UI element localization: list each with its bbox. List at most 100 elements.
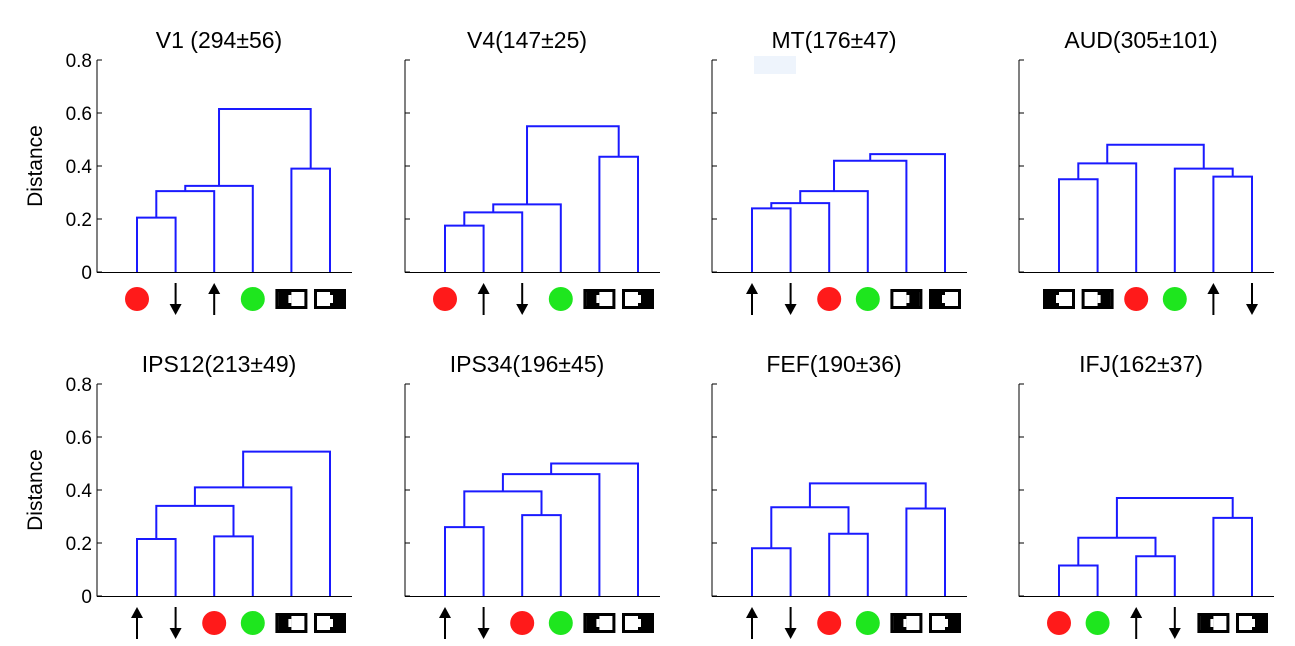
dendrogram-link bbox=[521, 514, 562, 596]
dendrogram-link bbox=[905, 507, 946, 596]
y-tick-label: 0.4 bbox=[66, 157, 93, 178]
up-arrow-icon bbox=[1130, 607, 1143, 639]
black-white-square-icon bbox=[275, 613, 308, 633]
panel-title: IPS34(196±45) bbox=[450, 351, 605, 377]
red-circle-icon bbox=[817, 287, 842, 311]
dendrogram-link bbox=[463, 490, 543, 528]
dendrogram-link bbox=[193, 486, 293, 596]
y-axis-label: Distance bbox=[24, 125, 47, 207]
red-circle-icon bbox=[433, 287, 457, 311]
down-arrow-icon bbox=[169, 283, 182, 315]
up-arrow-icon bbox=[131, 607, 143, 639]
dendrogram-link bbox=[492, 203, 562, 272]
green-circle-icon bbox=[1162, 287, 1187, 311]
black-white-square-icon bbox=[890, 613, 923, 633]
dendrogram-link bbox=[1115, 496, 1234, 538]
dendrogram-panel-5: IPS12(213±49) 0 0.2 0.4 0.6 0.8 Distance bbox=[24, 351, 352, 639]
up-arrow-icon bbox=[477, 283, 490, 315]
dendrogram-panel-3: MT(176±47) bbox=[711, 27, 967, 315]
dendrogram-link bbox=[751, 547, 792, 596]
dendrogram-link bbox=[213, 535, 254, 596]
green-circle-icon bbox=[855, 611, 880, 635]
dendrogram-link bbox=[242, 450, 331, 596]
white-black-square-icon bbox=[890, 289, 923, 309]
panel-title: AUD(305±101) bbox=[1064, 27, 1217, 53]
dendrogram-link bbox=[770, 202, 831, 272]
up-arrow-icon bbox=[746, 607, 758, 639]
dendrogram-panel-2: V4(147±25) bbox=[404, 27, 660, 315]
red-circle-icon bbox=[817, 611, 842, 635]
dendrogram-link bbox=[184, 184, 254, 272]
down-arrow-icon bbox=[784, 607, 797, 639]
y-tick-label: 0 bbox=[81, 263, 92, 284]
dendrogram-link bbox=[444, 224, 485, 272]
dendrogram-link bbox=[770, 506, 850, 549]
y-tick-label: 0.6 bbox=[66, 428, 92, 449]
dendrogram-link bbox=[828, 532, 869, 596]
green-circle-icon bbox=[240, 611, 265, 635]
red-circle-icon bbox=[1124, 287, 1149, 311]
down-arrow-icon bbox=[169, 607, 182, 639]
down-arrow-icon bbox=[516, 283, 529, 315]
panel-title: MT(176±47) bbox=[771, 27, 896, 53]
black-white-square-icon bbox=[583, 289, 616, 309]
dendrogram-link bbox=[1058, 564, 1099, 596]
dendrogram-link bbox=[833, 159, 908, 272]
panel-title: V4(147±25) bbox=[467, 27, 587, 53]
down-arrow-icon bbox=[1246, 283, 1258, 315]
y-tick-label: 0.8 bbox=[66, 51, 92, 72]
red-circle-icon bbox=[202, 611, 227, 635]
dendrogram-panel-1: V1 (294±56) 0 0.2 0.4 0.6 0.8 Distance bbox=[24, 27, 352, 315]
panel-title: FEF(190±36) bbox=[766, 351, 901, 377]
y-axis-label: Distance bbox=[24, 449, 47, 531]
dendrogram-link bbox=[526, 125, 620, 205]
up-arrow-icon bbox=[439, 607, 451, 639]
up-arrow-icon bbox=[746, 283, 758, 315]
green-circle-icon bbox=[240, 287, 265, 311]
dendrogram-link bbox=[444, 526, 485, 596]
dendrogram-link bbox=[1173, 167, 1234, 272]
down-arrow-icon bbox=[477, 607, 490, 639]
dendrogram-link bbox=[1135, 555, 1176, 596]
black-white-square-icon bbox=[1043, 289, 1075, 309]
dendrogram-link bbox=[1212, 175, 1253, 272]
dendrogram-link bbox=[598, 155, 639, 272]
panel-title: IFJ(162±37) bbox=[1079, 351, 1203, 377]
dendrogram-link bbox=[155, 190, 216, 272]
green-circle-icon bbox=[548, 611, 573, 635]
dendrogram-link bbox=[550, 462, 639, 596]
black-white-square-icon bbox=[275, 289, 308, 309]
dendrogram-link bbox=[1106, 143, 1205, 169]
red-circle-icon bbox=[125, 287, 149, 311]
down-arrow-icon bbox=[784, 283, 797, 315]
y-tick-label: 0.4 bbox=[66, 481, 93, 502]
dendrogram-panel-4: AUD(305±101) bbox=[1018, 27, 1274, 315]
green-circle-icon bbox=[855, 287, 880, 311]
white-black-square-icon bbox=[622, 289, 654, 309]
up-arrow-icon bbox=[1207, 283, 1220, 315]
dendrogram-link bbox=[1058, 178, 1099, 272]
y-tick-label: 0.2 bbox=[66, 210, 92, 231]
y-tick-label: 0.2 bbox=[66, 534, 92, 555]
dendrogram-link bbox=[1212, 516, 1253, 596]
dendrogram-link bbox=[136, 216, 177, 272]
dendrogram-link bbox=[808, 482, 927, 509]
dendrogram-link bbox=[501, 473, 601, 596]
dendrogram-link bbox=[751, 207, 792, 272]
dendrogram-link bbox=[290, 167, 331, 272]
y-tick-label: 0.6 bbox=[66, 104, 92, 125]
white-black-square-icon bbox=[1236, 613, 1268, 633]
dendrogram-link bbox=[1077, 536, 1157, 566]
down-arrow-icon bbox=[1168, 607, 1181, 639]
dendrogram-link bbox=[136, 538, 177, 596]
black-white-square-icon bbox=[1197, 613, 1230, 633]
green-circle-icon bbox=[548, 287, 573, 311]
white-black-square-icon bbox=[314, 289, 346, 309]
red-circle-icon bbox=[510, 611, 535, 635]
dendrogram-link bbox=[218, 108, 312, 186]
dendrogram-panel-8: IFJ(162±37) bbox=[1018, 351, 1274, 639]
panel-title: IPS12(213±49) bbox=[142, 351, 297, 377]
white-black-square-icon bbox=[314, 613, 346, 633]
dendrogram-link bbox=[869, 153, 946, 272]
